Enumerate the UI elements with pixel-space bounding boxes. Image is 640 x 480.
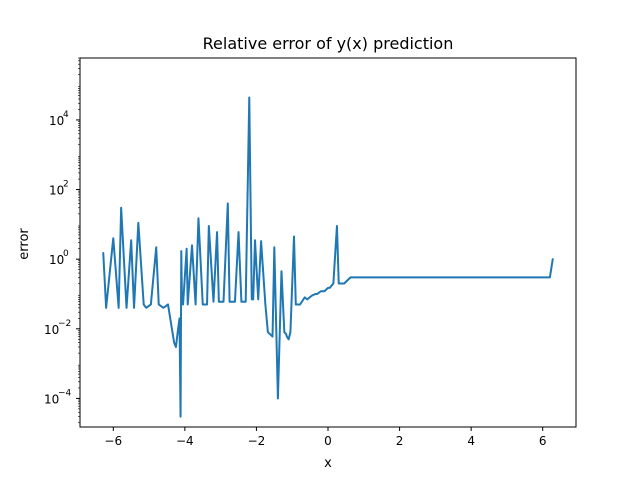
- x-tick-label: −2: [248, 434, 266, 448]
- chart-title: Relative error of y(x) prediction: [203, 34, 454, 53]
- y-tick-label-base: 10: [49, 114, 64, 128]
- x-axis-label: x: [324, 456, 332, 471]
- y-tick-label-exponent: −2: [58, 319, 71, 329]
- y-tick-label-exponent: 2: [63, 180, 69, 190]
- x-tick-label: 2: [396, 434, 404, 448]
- y-tick-label-exponent: 0: [63, 249, 69, 259]
- series-line: [102, 96, 554, 418]
- x-tick-label: 6: [539, 434, 547, 448]
- y-tick-label-base: 10: [44, 323, 59, 337]
- plot-area: [102, 96, 554, 418]
- x-tick-label: −4: [176, 434, 194, 448]
- y-tick-label-base: 10: [49, 184, 64, 198]
- y-axis-label: error: [17, 228, 32, 260]
- y-tick-label-exponent: −4: [58, 388, 72, 398]
- x-tick-label: 4: [467, 434, 475, 448]
- y-tick-label-base: 10: [49, 253, 64, 267]
- x-tick-label: −6: [104, 434, 122, 448]
- x-tick-label: 0: [324, 434, 332, 448]
- y-tick-label-base: 10: [44, 392, 59, 406]
- y-tick-label-exponent: 4: [63, 110, 69, 120]
